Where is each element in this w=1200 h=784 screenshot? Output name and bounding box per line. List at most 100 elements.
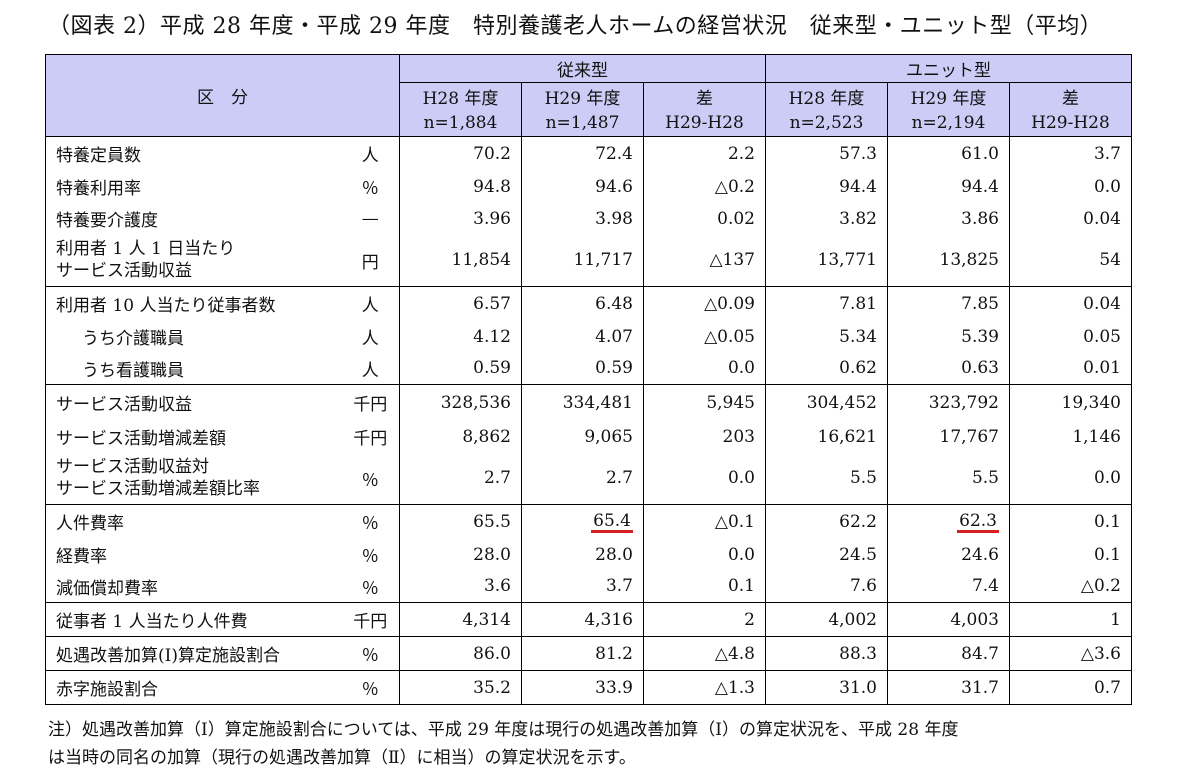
table-title: （図表 2）平成 28 年度・平成 29 年度 特別養護老人ホームの経営状況 従… — [48, 14, 1103, 39]
header-group-traditional: 従来型 — [399, 54, 766, 83]
row-unit: ％ — [341, 538, 400, 571]
value-cell: 4,003 — [887, 602, 1010, 637]
value-cell: △0.2 — [643, 170, 766, 203]
value-cell: 13,771 — [765, 234, 888, 287]
row-unit: ％ — [341, 636, 400, 671]
value-cell: 3.7 — [1009, 136, 1132, 171]
value-cell: 0.0 — [643, 538, 766, 571]
table-row: サービス活動収益対 サービス活動増減差額比率％ 2.7 2.7 0.0 5.5 5.5 0.0 — [45, 452, 1132, 505]
table-row: 人件費率％ 65.5 65.4 △0.1 62.2 62.3 0.1 — [45, 504, 1132, 539]
row-unit: 人 — [341, 320, 400, 353]
value-cell: 5.39 — [887, 320, 1010, 353]
row-label: 特養利用率 — [45, 170, 342, 203]
value-cell: 28.0 — [521, 538, 644, 571]
table-row: サービス活動収益 千円 328,536 334,481 5,945 304,452 323,… — [45, 384, 1132, 421]
value-cell: 28.0 — [399, 538, 522, 571]
header-n: H29-H28 — [643, 109, 766, 137]
value-cell: 0.7 — [1009, 670, 1132, 705]
row-unit: 人 — [341, 136, 400, 171]
row-unit: ％ — [341, 170, 400, 203]
value-cell: △137 — [643, 234, 766, 287]
row-label: 従事者 1 人当たり人件費 — [45, 602, 342, 637]
value-cell: 61.0 — [887, 136, 1010, 171]
value-cell: 94.4 — [765, 170, 888, 203]
footnote-line: は当時の同名の加算（現行の処遇改善加算（Ⅱ）に相当）の算定状況を示す。 — [48, 748, 636, 768]
value-cell: 334,481 — [521, 384, 644, 421]
table-row: サービス活動増減差額 千円 8,862 9,065 203 16,621 17,767 1,1… — [45, 420, 1132, 453]
value-cell: △0.09 — [643, 286, 766, 321]
value-cell: 0.0 — [643, 452, 766, 505]
row-label: 利用者 1 人 1 日当たり サービス活動収益 — [45, 234, 342, 287]
header-category: 区 分 — [45, 54, 400, 137]
value-cell: 33.9 — [521, 670, 644, 705]
table-row: 特養利用率％ 94.8 94.6 △0.2 94.4 94.4 0.0 — [45, 170, 1132, 203]
value-cell: 0.0 — [643, 352, 766, 385]
row-label: サービス活動収益 — [45, 384, 342, 421]
header-year: H29 年度 — [521, 82, 644, 110]
value-cell: 2.2 — [643, 136, 766, 171]
row-label: 人件費率 — [45, 504, 342, 539]
table-row: 処遇改善加算(Ⅰ)算定施設割合％ 86.0 81.2 △4.8 88.3 84.7 △3.6 — [45, 636, 1132, 671]
value-cell: 16,621 — [765, 420, 888, 453]
value-cell: 1 — [1009, 602, 1132, 637]
header-year: H29 年度 — [887, 82, 1010, 110]
value-cell: 54 — [1009, 234, 1132, 287]
value-cell: △4.8 — [643, 636, 766, 671]
value-cell: 94.6 — [521, 170, 644, 203]
value-cell: 11,717 — [521, 234, 644, 287]
value-cell: 0.1 — [1009, 538, 1132, 571]
value-cell: 4.07 — [521, 320, 644, 353]
row-unit: 円 — [341, 234, 400, 287]
management-status-table: 区 分 従来型 ユニット型 H28 年度 H29 年度 差 H28 年度 H29… — [45, 54, 1132, 705]
value-cell: 84.7 — [887, 636, 1010, 671]
value-cell: 203 — [643, 420, 766, 453]
row-unit: 人 — [341, 352, 400, 385]
table-row: うち看護職員人 0.59 0.59 0.0 0.62 0.63 0.01 — [45, 352, 1132, 385]
value-cell: 94.4 — [887, 170, 1010, 203]
table-row: 利用者 10 人当たり従事者数人 6.57 6.48 △0.09 7.81 7.85 0.0… — [45, 286, 1132, 321]
value-cell: 3.98 — [521, 202, 644, 235]
row-label-line: サービス活動収益 — [56, 261, 192, 282]
row-label: 処遇改善加算(Ⅰ)算定施設割合 — [45, 636, 342, 671]
value-cell-highlighted: 62.3 — [887, 504, 1010, 539]
value-cell: 94.8 — [399, 170, 522, 203]
row-unit: ％ — [341, 670, 400, 705]
value-cell: 9,065 — [521, 420, 644, 453]
row-unit: ％ — [341, 452, 400, 505]
table-row: 従事者 1 人当たり人件費 千円 4,314 4,316 2 4,002 4,003 1 — [45, 602, 1132, 637]
value-cell: 1,146 — [1009, 420, 1132, 453]
row-unit: 千円 — [341, 420, 400, 453]
row-label: 特養要介護度 — [45, 202, 342, 235]
row-unit: 千円 — [341, 602, 400, 637]
value-cell: 5,945 — [643, 384, 766, 421]
value-cell: 2.7 — [399, 452, 522, 505]
row-label: 経費率 — [45, 538, 342, 571]
header-n: n=2,523 — [765, 109, 888, 137]
header-n: n=1,884 — [399, 109, 522, 137]
row-unit: — — [341, 202, 400, 235]
header-year: 差 — [1009, 82, 1132, 110]
value-cell: 3.6 — [399, 570, 522, 603]
table-row: 利用者 1 人 1 日当たり サービス活動収益円 11,854 11,717 △137 1… — [45, 234, 1132, 287]
value-cell: 0.02 — [643, 202, 766, 235]
value-cell: △0.2 — [1009, 570, 1132, 603]
value-cell: 4.12 — [399, 320, 522, 353]
value-cell: 86.0 — [399, 636, 522, 671]
header-year: H28 年度 — [765, 82, 888, 110]
value-cell: 0.0 — [1009, 452, 1132, 505]
value-cell: 5.5 — [887, 452, 1010, 505]
row-unit: ％ — [341, 504, 400, 539]
row-unit: 千円 — [341, 384, 400, 421]
red-underline-highlight: 65.4 — [591, 510, 633, 533]
row-unit: 人 — [341, 286, 400, 321]
value-cell: 7.6 — [765, 570, 888, 603]
value-cell: 4,002 — [765, 602, 888, 637]
value-cell: 6.48 — [521, 286, 644, 321]
value-cell: 72.4 — [521, 136, 644, 171]
value-cell: 19,340 — [1009, 384, 1132, 421]
value-cell: 65.5 — [399, 504, 522, 539]
row-label: 特養定員数 — [45, 136, 342, 171]
value-cell: △0.05 — [643, 320, 766, 353]
row-label-line: サービス活動収益対 — [56, 457, 209, 478]
row-label-line: サービス活動増減差額比率 — [56, 479, 260, 500]
